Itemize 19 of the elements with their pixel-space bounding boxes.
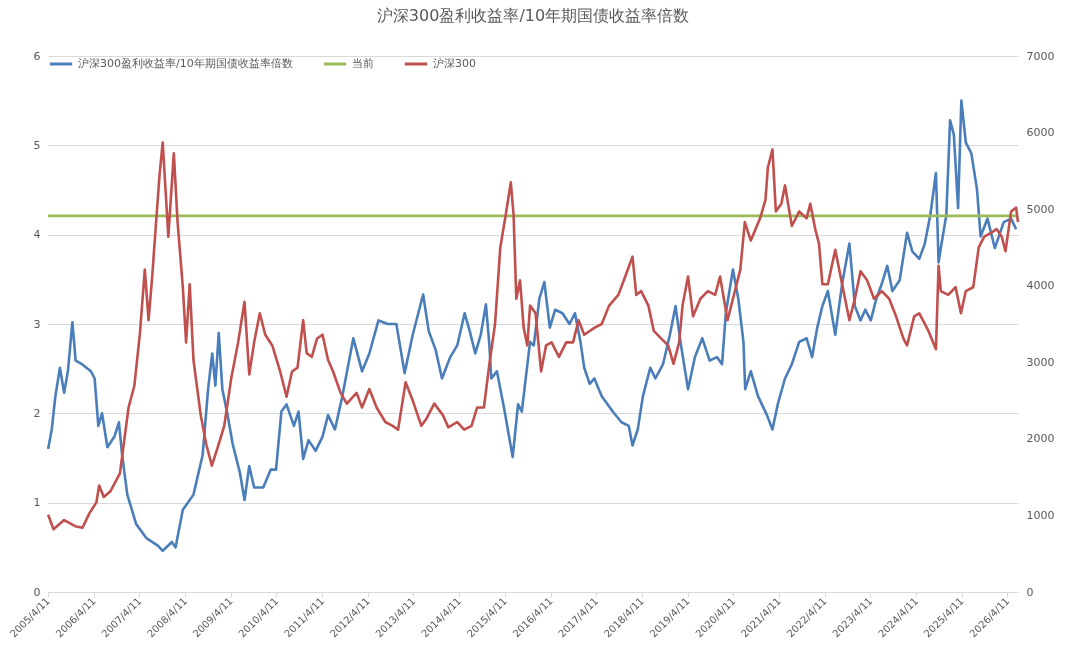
- y-tick-label: 0: [33, 585, 41, 599]
- legend-label: 当前: [352, 57, 374, 70]
- y-tick-label: 2: [33, 406, 41, 420]
- y2-tick-label: 6000: [1026, 126, 1055, 140]
- y-tick-label: 3: [33, 317, 41, 331]
- y2-tick-label: 2000: [1026, 432, 1055, 446]
- y2-tick-label: 4000: [1026, 279, 1055, 293]
- legend-label: 沪深300盈利收益率/10年期国债收益率倍数: [78, 57, 293, 70]
- y2-tick-label: 3000: [1026, 355, 1055, 369]
- y-tick-label: 4: [33, 228, 41, 242]
- y-tick-label: 1: [33, 496, 41, 510]
- y2-tick-label: 5000: [1026, 202, 1055, 216]
- y2-tick-label: 0: [1026, 585, 1034, 599]
- y-tick-label: 6: [33, 49, 41, 63]
- y2-tick-label: 7000: [1026, 49, 1055, 63]
- chart-title: 沪深300盈利收益率/10年期国债收益率倍数: [376, 6, 690, 25]
- legend-label: 沪深300: [433, 57, 476, 70]
- y2-tick-label: 1000: [1026, 508, 1055, 522]
- y-tick-label: 5: [33, 138, 41, 152]
